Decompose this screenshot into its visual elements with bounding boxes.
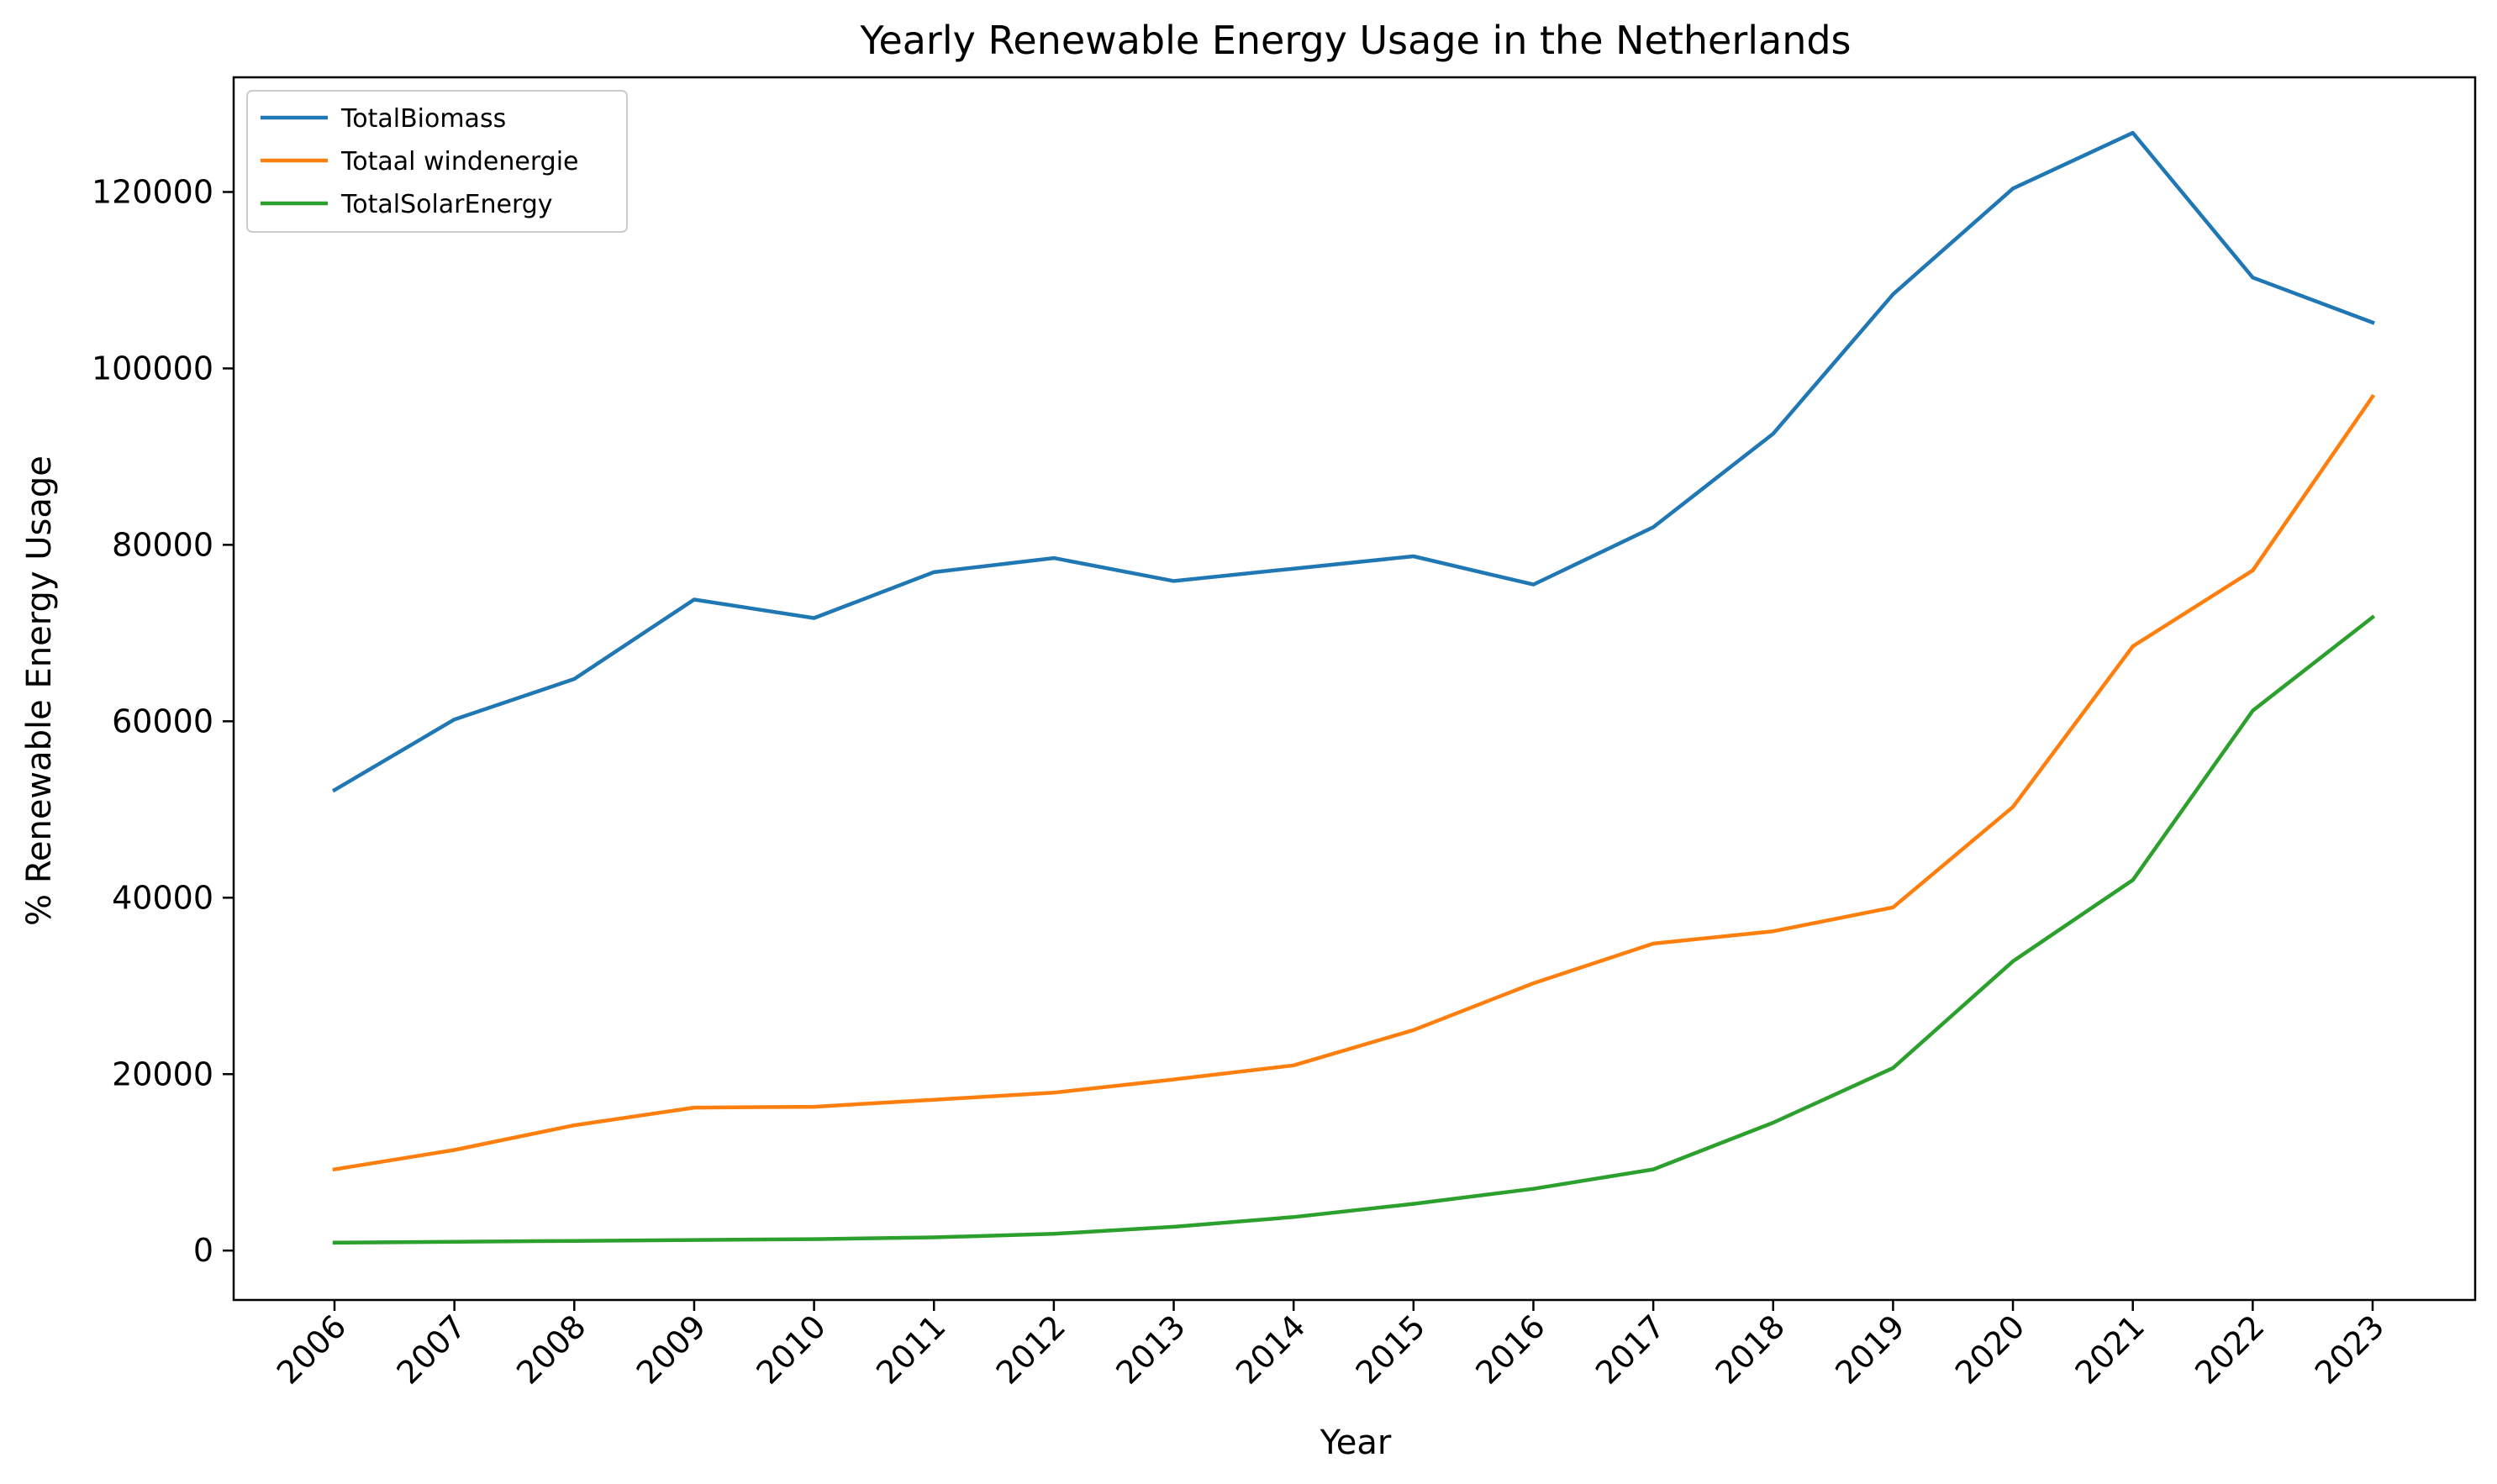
- plot-frame: [232, 76, 2477, 1302]
- y-tick-label: 20000: [112, 1055, 213, 1092]
- y-tick-label: 0: [193, 1232, 213, 1269]
- x-axis-title: Year: [1320, 1423, 1392, 1462]
- y-tick-label: 100000: [92, 350, 213, 387]
- y-tick-label: 60000: [112, 703, 213, 739]
- legend-label: TotalSolarEnergy: [340, 190, 553, 219]
- plot-area: [232, 76, 2477, 1302]
- legend: TotalBiomass Totaal windenergie TotalSolar…: [246, 90, 628, 233]
- legend-label: TotalBiomass: [340, 104, 506, 134]
- legend-label: Totaal windenergie: [340, 147, 578, 176]
- y-axis-ticks: 0 20000 40000 60000 80000 100000 120000: [92, 173, 234, 1269]
- y-tick-label: 80000: [112, 526, 213, 563]
- y-tick-label: 40000: [112, 879, 213, 916]
- series-line-totaal-windenergie: [332, 393, 2376, 1172]
- legend-box: [246, 90, 628, 233]
- series-line-totalbiomass: [331, 130, 2375, 793]
- series-lines: [331, 130, 2376, 1245]
- series-line-totalsolarenergy: [332, 614, 2376, 1245]
- y-axis-title: % Renewable Energy Usage: [20, 455, 59, 926]
- chart-title: Yearly Renewable Energy Usage in the Net…: [859, 18, 1851, 63]
- y-tick-label: 120000: [92, 173, 213, 210]
